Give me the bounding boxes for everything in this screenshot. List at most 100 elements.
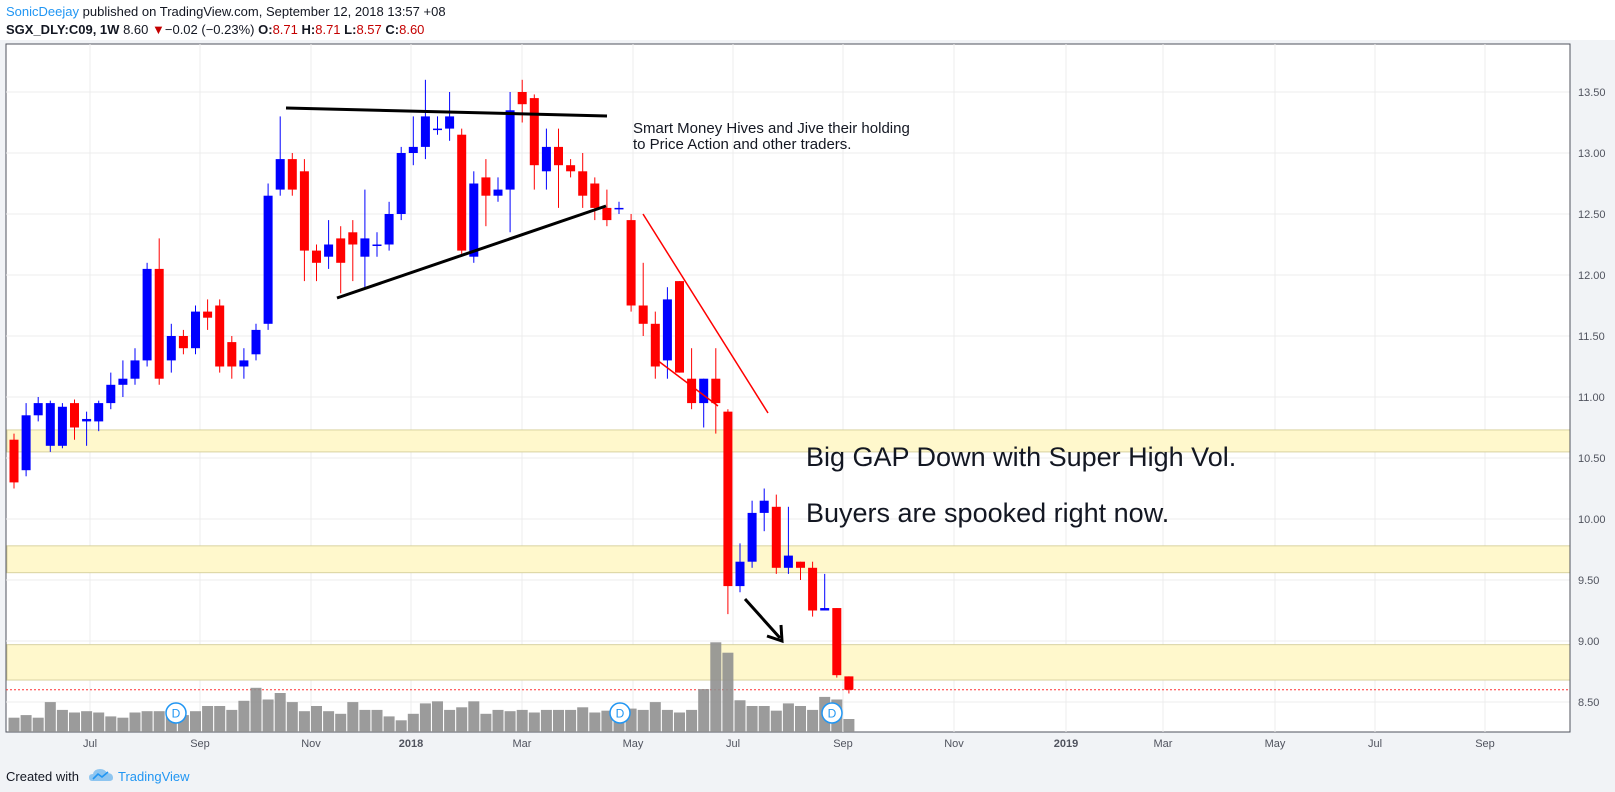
candle-body	[469, 183, 479, 257]
support-trendline[interactable]	[336, 204, 607, 300]
volume-bar	[153, 711, 165, 732]
author-link[interactable]: SonicDeejay	[6, 4, 79, 19]
arrow-shaft[interactable]	[743, 597, 782, 640]
resistance-trendline[interactable]	[285, 106, 608, 118]
candle-body	[493, 189, 503, 196]
candle-body	[21, 415, 31, 471]
volume-bar	[516, 709, 528, 732]
x-tick-label: Mar	[513, 738, 532, 750]
annotation-smart-money-1[interactable]: Smart Money Hives and Jive their holding	[633, 120, 910, 137]
volume-bar	[734, 700, 746, 732]
x-tick-label: Sep	[833, 738, 853, 750]
volume-bar	[117, 717, 129, 732]
candle-body	[541, 146, 551, 172]
volume-bar	[286, 702, 298, 732]
y-tick-label: 13.00	[1578, 148, 1606, 160]
candle-body	[275, 159, 285, 190]
volume-bar	[32, 717, 44, 732]
volume-bar	[770, 710, 782, 732]
price-change: −0.02 (−0.23%)	[164, 22, 255, 37]
channel-upper-line[interactable]	[642, 213, 769, 414]
candle-body	[360, 238, 370, 257]
volume-bar	[661, 709, 673, 732]
price-axis[interactable]: 8.50 9.00 9.50 10.00 10.50 11.00 11.50 12.00 12.…	[1569, 44, 1606, 732]
y-tick-label: 11.00	[1578, 392, 1605, 404]
dividend-marker-label: D	[616, 707, 625, 721]
candle-body	[844, 676, 854, 690]
candle-body	[723, 411, 733, 587]
x-tick-label: Jul	[726, 738, 740, 750]
candle-body	[312, 250, 321, 263]
candle-body	[457, 134, 467, 251]
candle-body	[166, 336, 176, 361]
volume-bar	[528, 712, 540, 732]
volume-bar	[8, 717, 20, 732]
y-tick-label: 12.00	[1578, 270, 1606, 282]
volume-bar	[177, 715, 189, 732]
symbol-label[interactable]: SGX_DLY:C09, 1W	[6, 22, 120, 37]
candle-body	[82, 418, 92, 422]
volume-bar	[637, 709, 649, 732]
candle-body	[178, 336, 188, 349]
channel-lower-line[interactable]	[656, 359, 719, 407]
annotation-big-gap[interactable]: Big GAP Down with Super High Vol.	[806, 442, 1236, 472]
last-price: 8.60	[123, 22, 149, 37]
volume-bar	[807, 709, 819, 732]
dividend-marker: D	[165, 702, 187, 724]
candle-body	[372, 244, 382, 246]
candle-body	[287, 159, 297, 190]
volume-bar	[419, 703, 431, 732]
volume-bar	[129, 712, 141, 732]
candle-body	[70, 403, 79, 428]
dividend-marker-circle	[165, 702, 187, 724]
candle-body	[614, 207, 624, 210]
x-tick-label: Nov	[944, 738, 964, 750]
dividend-marker-circle	[821, 702, 843, 724]
dividend-marker: D	[821, 702, 843, 724]
volume-bar	[540, 709, 552, 732]
volume-bar	[202, 706, 214, 732]
open-label: O:	[258, 22, 273, 37]
tradingview-cloud-icon[interactable]	[88, 766, 114, 784]
plot-background	[5, 43, 1571, 733]
dividend-marker-circle	[609, 702, 631, 724]
volume-bar	[105, 716, 117, 732]
candle-body	[57, 406, 67, 446]
candle-body	[578, 171, 588, 196]
volume-bar	[480, 713, 492, 732]
volume-bar	[407, 713, 419, 732]
x-tick-label: May	[623, 738, 644, 750]
volume-bar	[323, 711, 335, 732]
time-axis[interactable]: Jul Sep Nov 2018 Mar May Jul Sep Nov 2019 Mar May Ju…	[83, 738, 1495, 750]
price-chart[interactable]: D D D Smart Money Hives and Jive their hol…	[0, 40, 1615, 760]
candle-body	[118, 378, 128, 385]
volume-bar	[335, 713, 347, 732]
low-label: L:	[344, 22, 357, 37]
annotation-buyers-spooked[interactable]: Buyers are spooked right now.	[806, 498, 1169, 528]
footer: Created with TradingView	[0, 760, 1615, 792]
candle-body	[408, 146, 418, 153]
tradingview-brand-link[interactable]: TradingView	[118, 769, 190, 784]
change-down-icon: ▼	[152, 22, 165, 37]
volume-bar	[456, 707, 468, 732]
candle-body	[832, 608, 842, 676]
volume-bar	[746, 706, 758, 732]
candle-body	[602, 207, 612, 221]
volume-bar	[710, 642, 722, 732]
volume-bar	[432, 701, 443, 732]
volume-bar	[359, 709, 371, 732]
volume-bar	[383, 716, 395, 732]
volume-bar	[553, 709, 564, 732]
x-tick-label: 2019	[1054, 738, 1078, 750]
volume-bar	[782, 703, 794, 732]
volume-bar	[141, 711, 153, 732]
x-tick-label: 2018	[399, 738, 423, 750]
volume-bar	[69, 712, 80, 732]
candle-body	[191, 311, 200, 349]
annotation-smart-money-2[interactable]: to Price Action and other traders.	[633, 136, 851, 153]
candle-body	[590, 183, 600, 208]
published-text: published on TradingView.com, September …	[82, 4, 446, 19]
x-tick-label: Jul	[83, 738, 97, 750]
volume-bar	[686, 709, 698, 732]
